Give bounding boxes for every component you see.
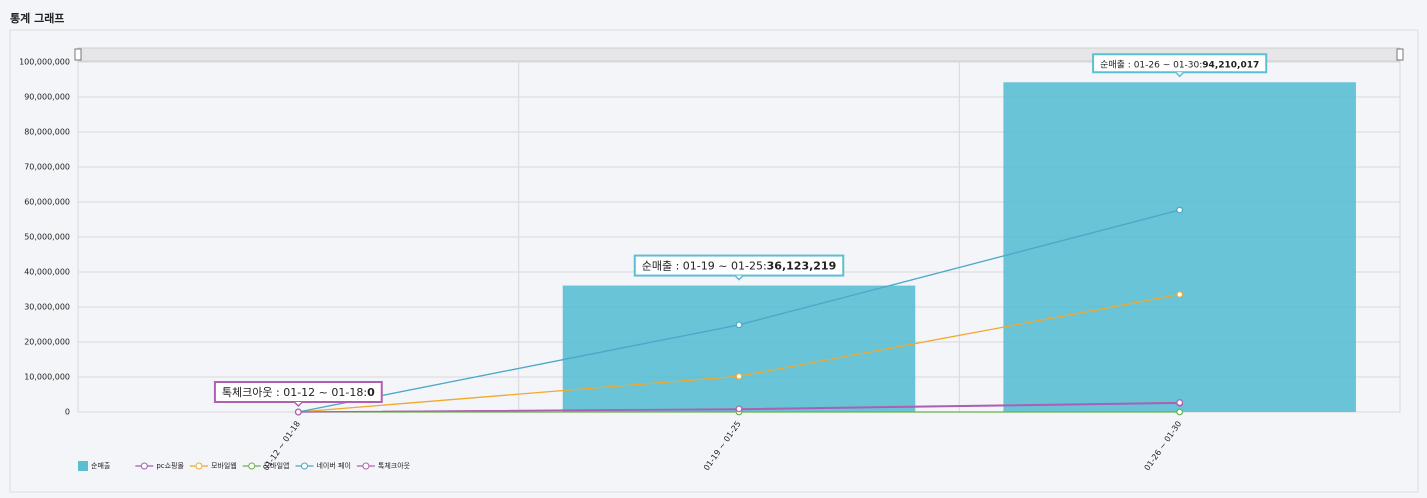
y-tick-label: 30,000,000 <box>24 303 70 312</box>
point <box>735 372 743 380</box>
bar <box>562 285 916 412</box>
y-tick-label: 0 <box>65 408 70 417</box>
legend-label: 네이버 페이 <box>316 461 350 470</box>
tooltip-text: 순매출 : 01-26 ~ 01-30:94,210,017 <box>1100 59 1259 70</box>
legend-marker <box>140 462 148 470</box>
tooltip-pointer <box>734 275 744 281</box>
y-tick-label: 70,000,000 <box>24 163 70 172</box>
tooltip: 톡체크아웃 : 01-12 ~ 01-18:0 <box>213 381 383 408</box>
y-tick-label: 10,000,000 <box>24 373 70 382</box>
legend-marker <box>300 462 308 470</box>
legend-label: 모바일웹 <box>211 461 237 470</box>
page-title: 통계 그래프 <box>10 12 65 25</box>
point <box>1176 408 1184 416</box>
scroll-handle[interactable] <box>74 48 82 61</box>
tooltip: 순매출 : 01-26 ~ 01-30:94,210,017 <box>1092 53 1268 78</box>
legend-label: pc쇼핑몰 <box>156 461 184 470</box>
y-tick-label: 80,000,000 <box>24 128 70 137</box>
y-tick-label: 100,000,000 <box>19 58 70 67</box>
y-tick-label: 50,000,000 <box>24 233 70 242</box>
bar <box>1003 82 1356 412</box>
scroll-handle[interactable] <box>1396 48 1404 61</box>
point <box>294 408 302 416</box>
tooltip-text: 순매출 : 01-19 ~ 01-25:36,123,219 <box>642 260 837 273</box>
point <box>1176 291 1184 298</box>
legend-marker <box>195 462 203 470</box>
legend-marker <box>362 462 370 470</box>
point <box>735 321 743 329</box>
legend-label: 모바일앱 <box>264 461 290 470</box>
legend-swatch <box>78 461 88 471</box>
legend-marker <box>248 462 256 470</box>
legend-label: 톡체크아웃 <box>378 461 411 470</box>
y-tick-label: 60,000,000 <box>24 198 70 207</box>
y-tick-label: 90,000,000 <box>24 93 70 102</box>
point <box>735 405 743 413</box>
tooltip-pointer <box>293 401 303 408</box>
point <box>1176 399 1184 406</box>
point <box>1176 206 1184 214</box>
tooltip: 순매출 : 01-19 ~ 01-25:36,123,219 <box>633 254 845 281</box>
tooltip-text: 톡체크아웃 : 01-12 ~ 01-18:0 <box>222 386 375 399</box>
y-tick-label: 40,000,000 <box>24 268 70 277</box>
legend-label: 순매출 <box>91 461 111 470</box>
tooltip-pointer <box>1175 71 1185 78</box>
y-tick-label: 20,000,000 <box>24 338 70 347</box>
